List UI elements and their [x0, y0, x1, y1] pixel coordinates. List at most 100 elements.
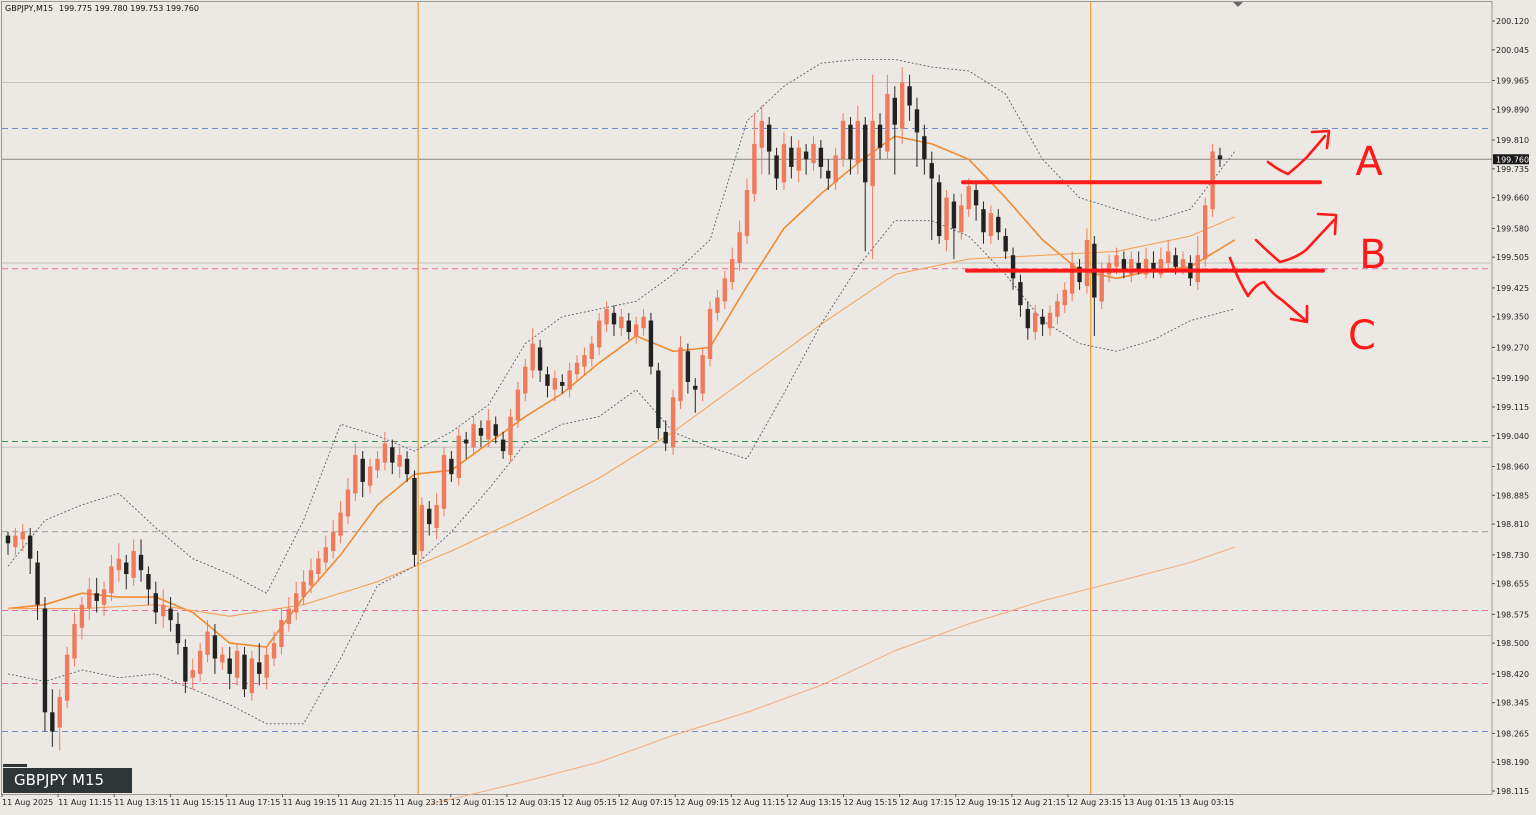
candle: [744, 178, 750, 244]
candle: [1084, 228, 1090, 294]
candle: [789, 136, 794, 179]
scenario-b-arrowhead-icon: [1316, 212, 1338, 236]
candle-body: [840, 120, 846, 160]
candle: [101, 581, 107, 617]
candle: [981, 201, 986, 244]
x-tick-label: 11 Aug 21:15: [339, 798, 393, 807]
candle-body: [50, 712, 55, 732]
candle: [390, 439, 395, 475]
y-tick-label: 199.350: [1496, 313, 1529, 322]
candle: [899, 67, 905, 144]
candle: [996, 209, 1001, 240]
candle-body: [1047, 312, 1053, 329]
candle-body: [271, 643, 277, 659]
candle-body: [811, 143, 816, 164]
candle: [530, 328, 535, 379]
candle: [626, 312, 631, 340]
candle: [523, 358, 528, 402]
candle-body: [523, 366, 528, 394]
candle-body: [234, 650, 240, 678]
y-tick-label: 198.115: [1496, 787, 1529, 796]
candle-body: [1010, 255, 1016, 279]
candle-body: [907, 86, 912, 106]
candle: [175, 612, 181, 655]
candle: [42, 597, 48, 732]
candle-body: [633, 324, 639, 336]
candle-body: [353, 454, 358, 494]
candle-body: [168, 608, 173, 621]
candle-body: [863, 124, 868, 183]
candle-body: [574, 362, 580, 375]
candle: [493, 416, 498, 444]
candle-body: [1077, 266, 1082, 283]
y-tick-label: 198.960: [1496, 462, 1529, 471]
candles-layer: [5, 67, 1223, 751]
candle: [397, 447, 402, 479]
session-lines-layer: [417, 2, 1092, 794]
candle-body: [1136, 262, 1141, 271]
scenario-c-arrow: [1228, 256, 1307, 322]
candle-body: [131, 550, 136, 578]
candle: [227, 646, 232, 690]
candle-body: [160, 604, 166, 617]
candle-body: [981, 209, 986, 233]
candle-body: [308, 570, 314, 586]
candle-body: [323, 547, 328, 563]
candle: [242, 646, 247, 697]
candle: [959, 193, 964, 240]
candle-body: [604, 309, 609, 325]
x-tick-label: 12 Aug 03:15: [507, 798, 561, 807]
candle: [840, 113, 846, 167]
candle-body: [1151, 262, 1156, 271]
candle-body: [1040, 316, 1045, 325]
candle-body: [478, 428, 484, 436]
candle: [848, 117, 853, 175]
candle-body: [707, 309, 713, 359]
candle-body: [545, 374, 550, 386]
candle: [463, 431, 469, 459]
candle: [560, 374, 565, 394]
y-tick-label: 199.735: [1496, 165, 1529, 174]
scenario-label-a: A: [1355, 139, 1383, 185]
candle: [537, 339, 543, 382]
y-tick-label: 200.045: [1496, 46, 1529, 55]
candle: [72, 612, 77, 667]
candle: [1151, 251, 1156, 279]
candle: [774, 147, 779, 190]
candle: [1069, 251, 1075, 302]
candle: [914, 97, 920, 167]
candle: [1158, 247, 1164, 279]
x-tick-label: 12 Aug 05:15: [563, 798, 617, 807]
candle: [35, 550, 40, 621]
candle-body: [64, 654, 70, 701]
candle: [648, 312, 654, 375]
candle: [471, 416, 476, 455]
x-tick-label: 11 Aug 17:15: [226, 798, 280, 807]
candle: [552, 370, 558, 402]
candle: [249, 650, 255, 701]
candle-body: [345, 489, 351, 517]
candle: [781, 132, 787, 190]
candle: [818, 140, 824, 179]
candle: [582, 347, 587, 375]
candle: [1129, 251, 1134, 283]
candle: [234, 643, 240, 686]
candle: [1040, 309, 1045, 336]
candle-body: [13, 535, 18, 548]
candle: [973, 182, 979, 221]
current-price-value: 199.760: [1496, 155, 1529, 164]
candle: [146, 566, 151, 605]
candle-body: [138, 554, 144, 571]
candle: [707, 301, 713, 367]
candle: [404, 451, 410, 482]
candle-body: [456, 435, 461, 479]
candle: [700, 347, 705, 402]
candle-body: [515, 389, 521, 421]
candle: [936, 174, 942, 244]
candle-body: [973, 189, 979, 206]
y-tick-label: 199.425: [1496, 284, 1529, 293]
candle-body: [700, 355, 705, 394]
candle-body: [582, 355, 587, 367]
